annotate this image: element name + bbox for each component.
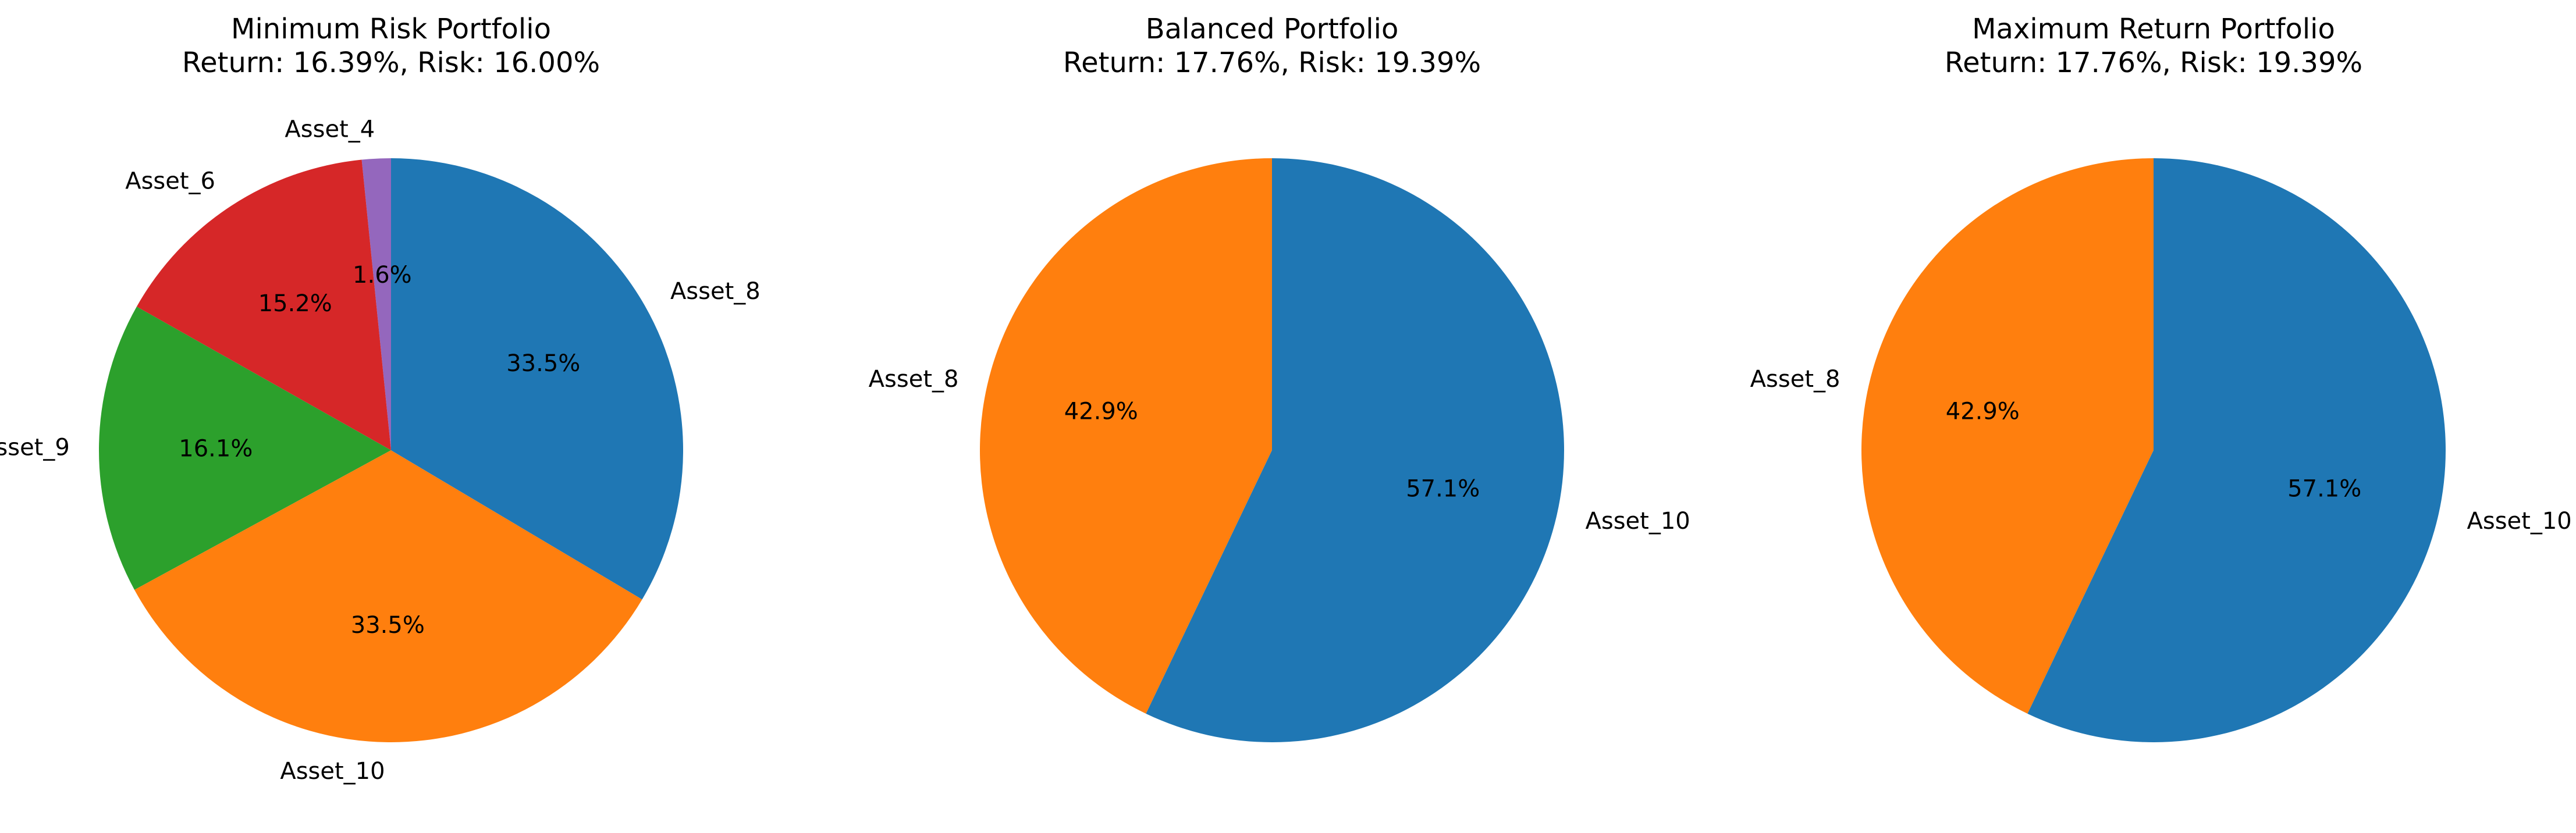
chart-title: Maximum Return Portfolio <box>1972 13 2335 45</box>
slice-percent-label: 16.1% <box>179 436 253 462</box>
pie-slice-asset-6 <box>136 159 391 450</box>
slice-percent-label: 33.5% <box>506 350 580 377</box>
pie-slice-asset-4 <box>361 158 391 450</box>
slice-category-label: Asset_8 <box>869 366 959 393</box>
chart-title: Balanced Portfolio <box>1146 13 1399 45</box>
pie-slice-asset-8 <box>391 158 683 600</box>
slice-percent-label: 15.2% <box>258 290 332 317</box>
slice-percent-label: 42.9% <box>1946 398 2020 425</box>
slice-percent-label: 33.5% <box>351 612 425 639</box>
slice-category-label: Asset_10 <box>1586 508 1690 535</box>
pie-slice-asset-10 <box>1146 158 1565 742</box>
pie-slice-asset-10 <box>2027 158 2446 742</box>
slice-category-label: Asset_9 <box>0 435 70 461</box>
chart-subtitle: Return: 17.76%, Risk: 19.39% <box>1945 47 2362 79</box>
pie-slice-asset-9 <box>99 307 391 590</box>
slice-percent-label: 57.1% <box>1406 476 1480 503</box>
pie-slice-asset-8 <box>980 158 1272 714</box>
chart-title: Minimum Risk Portfolio <box>231 13 551 45</box>
slice-percent-label: 42.9% <box>1064 398 1138 425</box>
pie-slice-asset-8 <box>1861 158 2154 714</box>
pie-slice-asset-10 <box>134 450 642 742</box>
slice-percent-label: 1.6% <box>353 262 412 289</box>
chart-subtitle: Return: 16.39%, Risk: 16.00% <box>182 47 600 79</box>
slice-category-label: Asset_10 <box>2467 508 2572 535</box>
slice-category-label: Asset_10 <box>280 758 385 785</box>
chart-subtitle: Return: 17.76%, Risk: 19.39% <box>1063 47 1481 79</box>
slice-category-label: Asset_8 <box>1750 366 1840 393</box>
slice-category-label: Asset_8 <box>670 278 761 305</box>
slice-category-label: Asset_6 <box>125 168 215 195</box>
slice-category-label: Asset_4 <box>285 116 375 143</box>
slice-percent-label: 57.1% <box>2287 476 2361 503</box>
